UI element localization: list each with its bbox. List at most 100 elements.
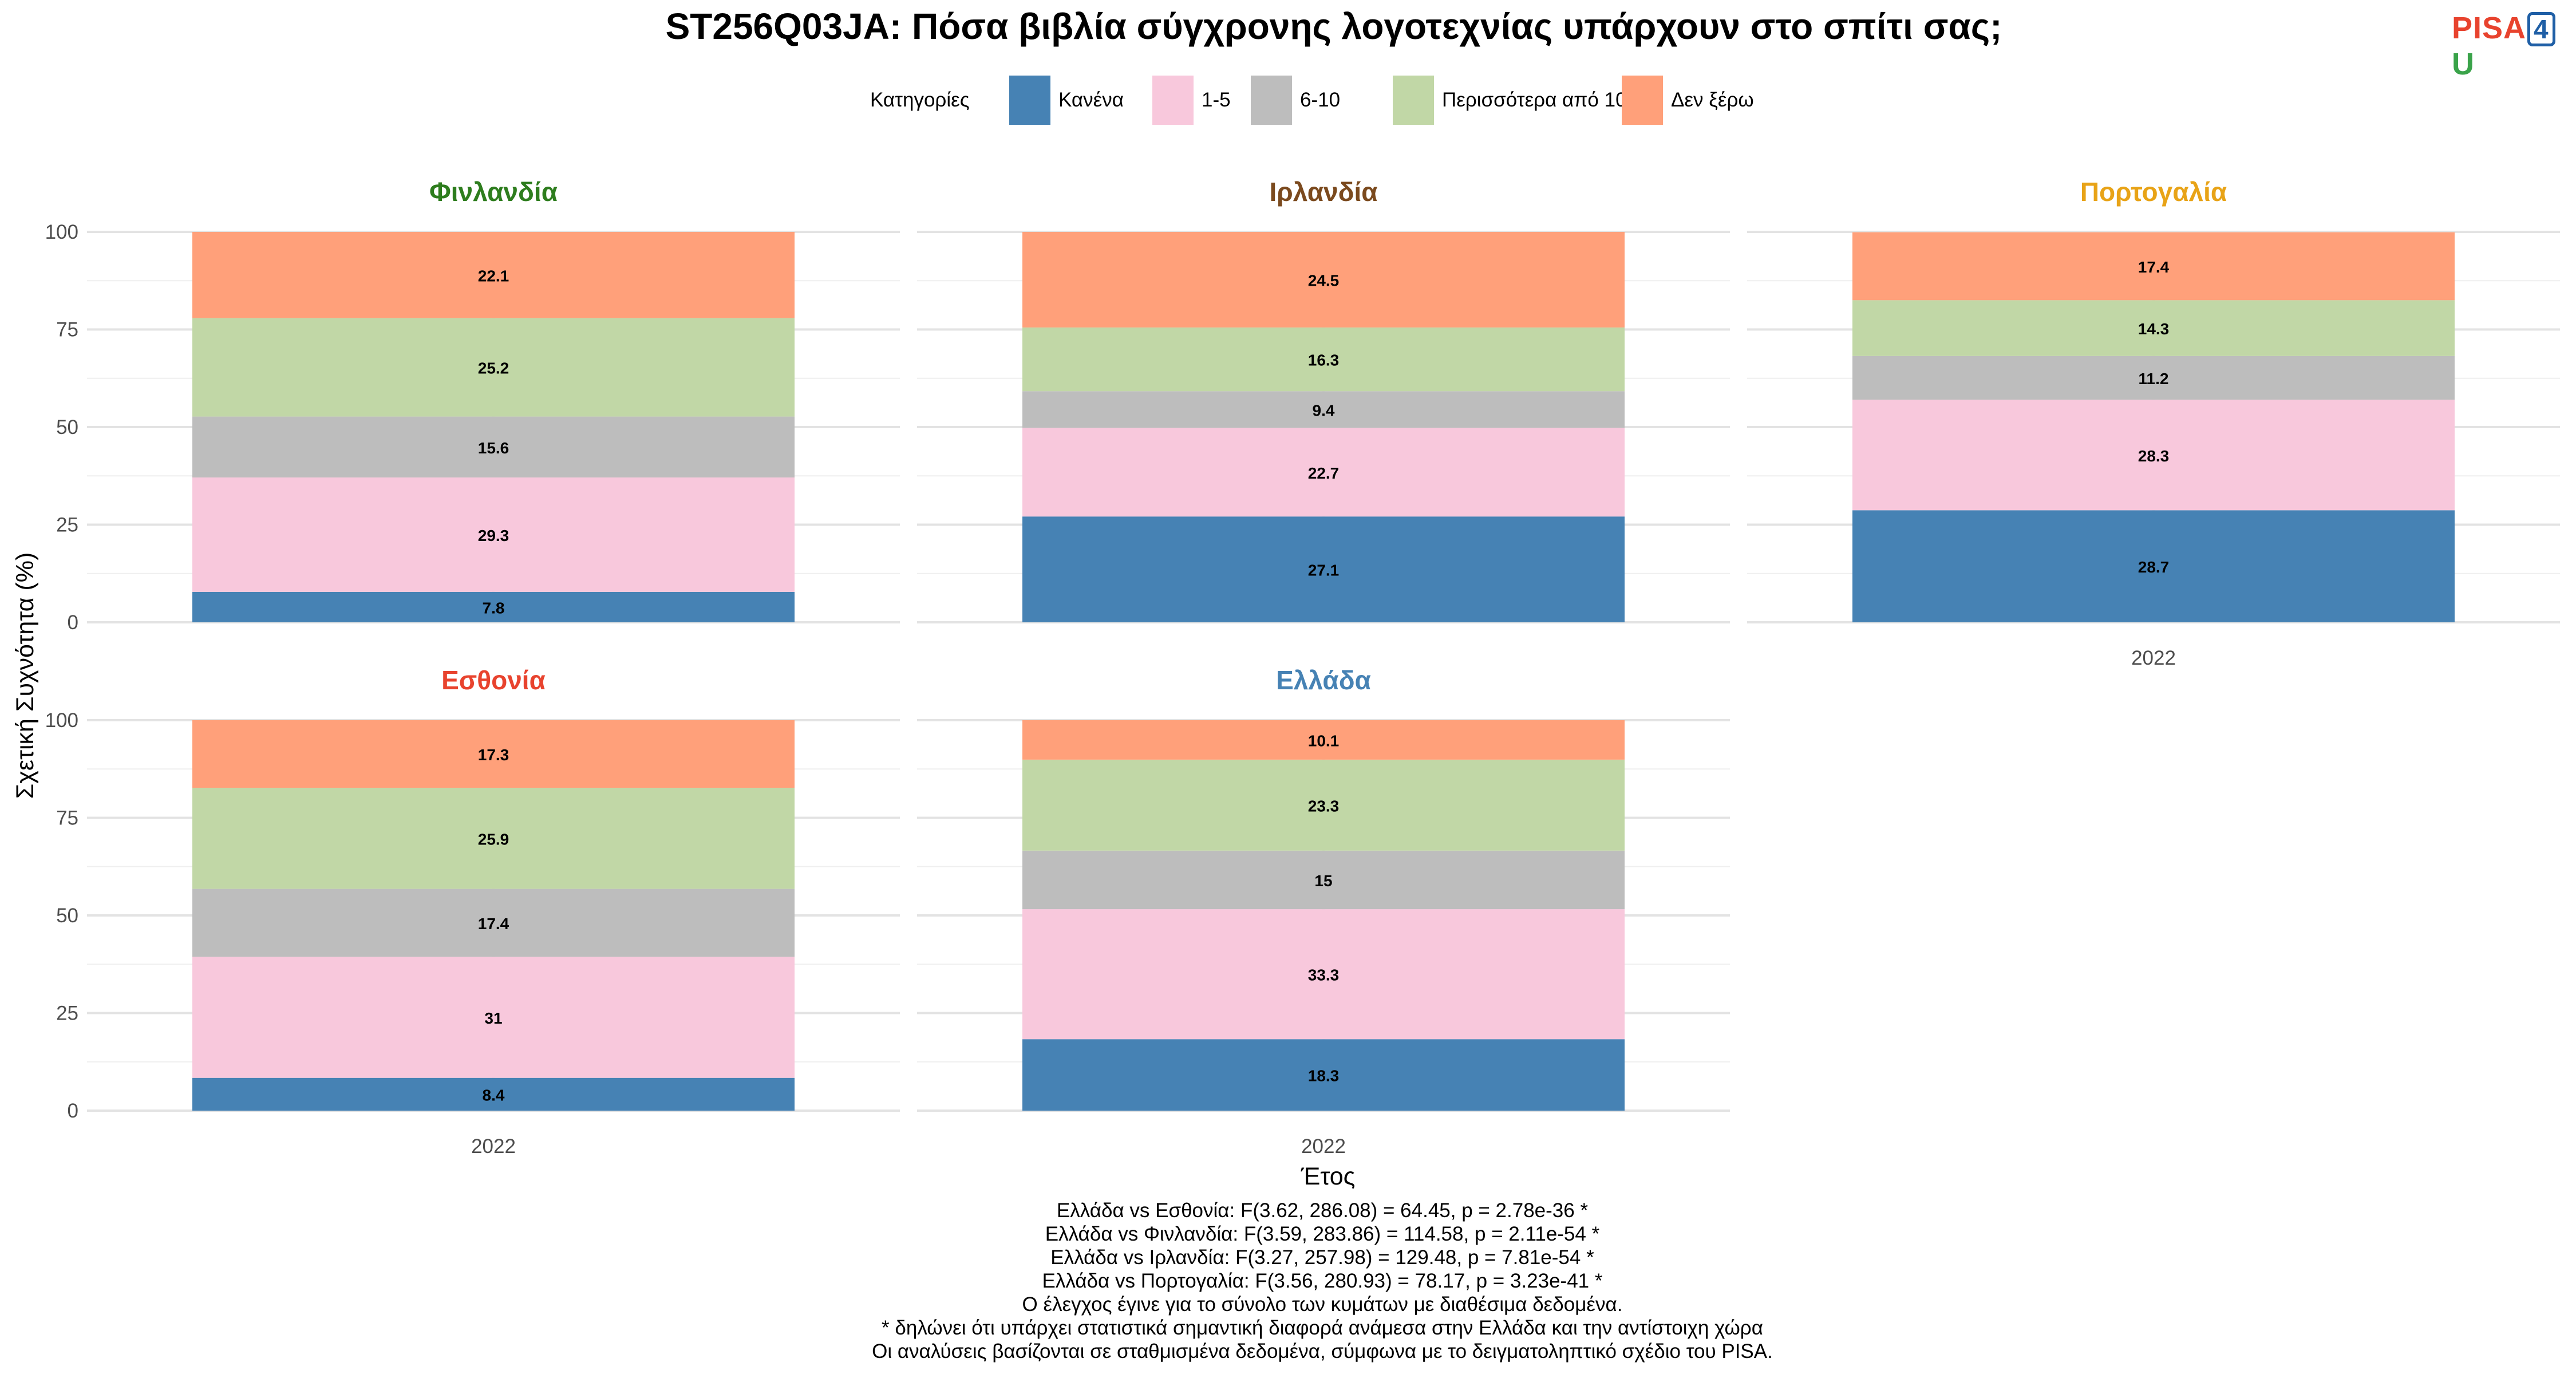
facet-panel: Εσθονία 0 25 50 75 100 8.4 31 17.4 25.9 17.3 2022 [45,665,900,1158]
y-tick-label: 100 [45,221,78,243]
data-label: 22.7 [1308,464,1340,482]
facet-panel: Ιρλανδία 27.1 22.7 9.4 16.3 24.5 [917,177,1730,623]
note-line: Ελλάδα vs Πορτογαλία: F(3.56, 280.93) = … [1042,1270,1603,1292]
logo-part-pisa: PISA [2452,11,2527,45]
bar-segment [192,1077,795,1111]
data-label: 14.3 [2138,320,2170,338]
data-label: 17.3 [478,746,509,764]
legend-swatch [1251,76,1292,125]
facet-panel: Ελλάδα 18.3 33.3 15 23.3 10.1 2022 [917,665,1730,1158]
legend-swatch [1622,76,1663,125]
bar-segment [192,957,795,1078]
y-tick-label: 25 [56,514,78,536]
note-line: Ελλάδα vs Ιρλανδία: F(3.27, 257.98) = 12… [1050,1246,1594,1269]
facet-panels: Φινλανδία 0 25 50 75 100 7.8 29.3 15.6 25.2 22.1 Ιρ… [45,177,2560,1158]
bar-segment [1022,909,1625,1040]
data-label: 10.1 [1308,732,1340,749]
bar-segment [192,318,795,417]
facet-title: Ελλάδα [1276,665,1371,695]
data-label: 15 [1314,872,1332,890]
legend-label: Δεν ξέρω [1671,89,1754,111]
y-tick-label: 100 [45,709,78,732]
x-axis-label: Έτος [1301,1163,1356,1190]
bar-segment [1022,232,1625,328]
data-label: 24.5 [1308,272,1340,290]
bar-segment [192,477,795,592]
data-label: 17.4 [478,915,509,933]
legend: Κατηγορίες Κανένα 1-5 6-10 Περισσότερα από … [870,76,1754,125]
bar-segment [1852,400,2455,511]
y-tick-label: 50 [56,416,78,439]
y-tick-label: 75 [56,319,78,341]
bar-segment [1022,1039,1625,1111]
bar-segment [192,232,795,318]
data-label: 7.8 [483,599,505,617]
data-label: 28.3 [2138,447,2170,465]
y-tick-label: 0 [68,611,78,634]
y-axis-label: Σχετική Συχνότητα (%) [11,552,39,799]
y-tick-label: 50 [56,905,78,927]
legend-label: Περισσότερα από 10 [1442,89,1627,111]
facet-panel: Πορτογαλία 28.7 28.3 11.2 14.3 17.4 2022 [1747,177,2560,669]
data-label: 18.3 [1308,1067,1340,1085]
data-label: 27.1 [1308,562,1340,579]
data-label: 29.3 [478,527,509,544]
bar-segment [1022,327,1625,392]
bar-segment [1022,850,1625,910]
data-label: 22.1 [478,267,509,285]
legend-swatch [1393,76,1434,125]
bar-segment [1022,516,1625,622]
bar-segment [1852,300,2455,356]
bar-segment [1022,391,1625,428]
note-line: Ελλάδα vs Φινλανδία: F(3.59, 283.86) = 1… [1045,1223,1600,1245]
x-tick-label: 2022 [471,1135,516,1158]
note-line: Οι αναλύσεις βασίζονται σε σταθμισμένα δ… [872,1340,1773,1363]
x-tick-label: 2022 [2131,647,2176,669]
legend-label: 1-5 [1202,89,1231,111]
legend-label: 6-10 [1300,89,1340,111]
data-label: 25.2 [478,360,509,377]
data-label: 33.3 [1308,966,1340,984]
data-label: 17.4 [2138,258,2170,276]
bar-segment [192,787,795,889]
bar-segment [192,416,795,477]
bar-segment [1852,356,2455,400]
pisa4u-logo: PISA 4 U [2452,10,2576,82]
chart-title: ST256Q03JA: Πόσα βιβλία σύγχρονης λογοτε… [666,6,2002,47]
facet-panel: Φινλανδία 0 25 50 75 100 7.8 29.3 15.6 25.2 22.1 [45,177,900,634]
bar-segment [192,889,795,957]
note-line: Ελλάδα vs Εσθονία: F(3.62, 286.08) = 64.… [1056,1199,1589,1222]
facet-title: Ιρλανδία [1269,177,1377,207]
data-label: 23.3 [1308,797,1340,815]
bar-segment [1852,510,2455,622]
logo-part-4: 4 [2527,12,2555,46]
legend-swatch [1152,76,1194,125]
facet-title: Εσθονία [441,665,546,695]
data-label: 15.6 [478,439,509,457]
data-label: 31 [484,1009,502,1027]
note-line: * δηλώνει ότι υπάρχει στατιστικά σημαντι… [882,1317,1763,1339]
bar-segment [1022,759,1625,851]
legend-label: Κανένα [1058,89,1124,111]
legend-swatch [1009,76,1050,125]
data-label: 11.2 [2139,370,2169,388]
bar-segment [1022,720,1625,760]
bar-segment [1022,428,1625,517]
note-line: Ο έλεγχος έγινε για το σύνολο των κυμάτω… [1022,1293,1623,1316]
logo-part-u: U [2452,47,2475,81]
bar-segment [1852,232,2455,301]
statistical-notes: Ελλάδα vs Εσθονία: F(3.62, 286.08) = 64.… [0,1199,2576,1363]
facet-title: Φινλανδία [429,177,558,207]
legend-title: Κατηγορίες [870,89,970,111]
y-tick-label: 75 [56,807,78,830]
bar-segment [192,720,795,788]
data-label: 25.9 [478,830,509,848]
data-label: 8.4 [483,1086,505,1104]
facet-title: Πορτογαλία [2080,177,2227,207]
y-tick-label: 25 [56,1002,78,1025]
x-tick-label: 2022 [1301,1135,1346,1158]
data-label: 28.7 [2138,558,2170,576]
y-tick-label: 0 [68,1100,78,1122]
data-label: 9.4 [1313,401,1335,419]
